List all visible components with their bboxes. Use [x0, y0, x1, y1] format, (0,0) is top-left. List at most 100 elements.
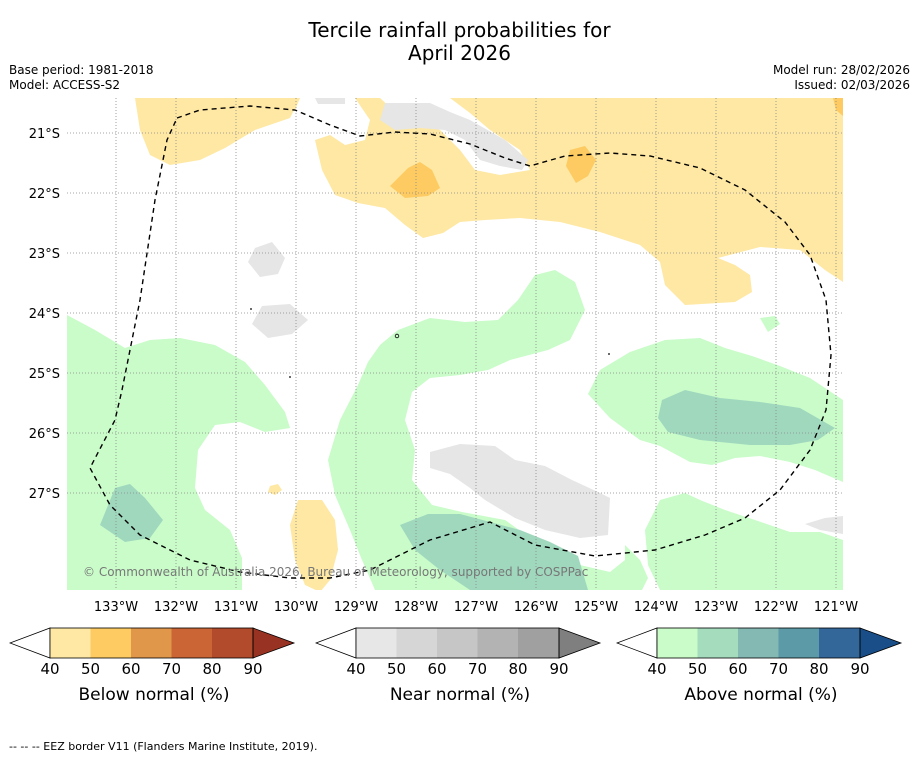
- lon-label-133: 133°W: [94, 600, 138, 615]
- lon-label-129: 129°W: [334, 600, 378, 615]
- gridlines: [67, 98, 843, 590]
- lon-label-126: 126°W: [514, 600, 558, 615]
- lon-label-123: 123°W: [694, 600, 738, 615]
- lat-label-21: 21°S: [29, 127, 60, 142]
- colorbar-above-swatch-40: [657, 628, 698, 658]
- lon-label-122: 122°W: [754, 600, 798, 615]
- below-normal-50-patch-c: [833, 98, 843, 116]
- copyright-text: © Commonwealth of Australia 2026, Bureau…: [83, 565, 588, 579]
- colorbar-above-normal: 40 50 60 70 80 90 Above normal (%): [616, 626, 916, 716]
- above-normal-40-small: [760, 316, 780, 332]
- eez-legend-note: -- -- -- EEZ border V11 (Flanders Marine…: [9, 740, 318, 753]
- colorbar-above-swatch-50: [697, 628, 738, 658]
- below-normal-40-patch-south: [290, 500, 338, 590]
- lat-label-24: 24°S: [29, 307, 60, 322]
- near-normal-40-south: [430, 444, 610, 538]
- lat-label-27: 27°S: [29, 487, 60, 502]
- lon-label-130: 130°W: [274, 600, 318, 615]
- colorbar-above-swatches: [616, 627, 903, 659]
- latitude-labels: 21°S 22°S 23°S 24°S 25°S 26°S 27°S: [29, 127, 60, 502]
- near-tick-50: 50: [386, 660, 407, 678]
- colorbar-near-swatch-60: [437, 628, 478, 658]
- islands: [250, 308, 610, 378]
- lat-label-25: 25°S: [29, 367, 60, 382]
- colorbar-above-outline: [656, 627, 861, 659]
- title-line-1: Tercile rainfall probabilities for: [308, 18, 611, 42]
- below-normal-40-patch-small: [268, 484, 282, 495]
- lon-label-132: 132°W: [154, 600, 198, 615]
- title-line-2: April 2026: [408, 41, 511, 65]
- colorbar-near-swatch-70: [477, 628, 518, 658]
- colorbar-above-swatch-70: [778, 628, 819, 658]
- island-1: [250, 308, 252, 310]
- colorbar-below-high-arrow: [252, 627, 296, 659]
- near-normal-40-east: [805, 516, 843, 534]
- above-tick-40: 40: [647, 660, 667, 678]
- lon-label-128: 128°W: [394, 600, 438, 615]
- lon-label-131: 131°W: [214, 600, 258, 615]
- model-name: Model: ACCESS-S2: [9, 78, 121, 92]
- below-normal-40-region: [135, 98, 843, 305]
- colorbar-below-outline: [49, 627, 254, 659]
- island-4: [608, 353, 610, 355]
- colorbar-below-swatch-70: [171, 628, 212, 658]
- below-tick-40: 40: [40, 660, 60, 678]
- colorbar-below-low-arrow: [9, 627, 51, 659]
- colorbar-below-normal: 40 50 60 70 80 90 Below normal (%): [9, 626, 309, 716]
- colorbar-near-swatch-50: [396, 628, 437, 658]
- above-normal-50-central: [400, 514, 588, 590]
- colorbar-below-swatch-40: [50, 628, 91, 658]
- colorbar-below-swatch-50: [90, 628, 131, 658]
- near-normal-40-strip: [315, 98, 345, 104]
- issued-date: Issued: 02/03/2026: [794, 78, 910, 92]
- eez-border: [89, 105, 832, 579]
- map-title: Tercile rainfall probabilities for April…: [0, 19, 919, 65]
- longitude-labels: 133°W 132°W 131°W 130°W 129°W 128°W 127°…: [94, 600, 858, 615]
- lat-label-26: 26°S: [29, 427, 60, 442]
- meta-right: Model run: 28/02/2026 Issued: 02/03/2026: [773, 63, 910, 93]
- island-2: [289, 376, 291, 378]
- above-normal-40-central: [328, 270, 648, 590]
- above-tick-70: 70: [768, 660, 789, 678]
- below-tick-50: 50: [80, 660, 101, 678]
- colorbar-above-label: Above normal (%): [684, 685, 838, 705]
- near-tick-80: 80: [508, 660, 528, 678]
- colorbar-near-swatch-40: [356, 628, 397, 658]
- colorbar-above-swatch-60: [738, 628, 779, 658]
- colorbar-near-label: Near normal (%): [389, 685, 531, 705]
- above-tick-90: 90: [850, 660, 870, 678]
- below-tick-60: 60: [121, 660, 141, 678]
- colorbar-above-high-arrow: [859, 627, 903, 659]
- colorbar-below-label: Below normal (%): [78, 685, 230, 705]
- map-canvas: © Commonwealth of Australia 2026, Bureau…: [29, 98, 858, 615]
- colorbar-near-swatch-80: [518, 628, 559, 658]
- base-period: Base period: 1981-2018: [9, 63, 154, 77]
- colorbar-below-swatches: [9, 627, 296, 659]
- below-normal-40-band: [170, 98, 300, 150]
- above-tick-60: 60: [728, 660, 748, 678]
- lon-label-121: 121°W: [814, 600, 858, 615]
- colorbar-near-outline: [355, 627, 560, 659]
- above-normal-40-southeast: [645, 493, 843, 590]
- colorbar-below-swatch-60: [131, 628, 172, 658]
- above-normal-50-east: [658, 390, 835, 445]
- colorbar-below-swatch-80: [212, 628, 253, 658]
- near-tick-40: 40: [346, 660, 366, 678]
- colorbar-above-swatch-80: [819, 628, 860, 658]
- colorbar-near-swatches: [315, 627, 602, 659]
- meta-left: Base period: 1981-2018 Model: ACCESS-S2: [9, 63, 154, 93]
- map-area: © Commonwealth of Australia 2026, Bureau…: [67, 98, 843, 590]
- lon-label-125: 125°W: [574, 600, 618, 615]
- near-normal-40-patch-2: [252, 304, 308, 338]
- colorbar-near-high-arrow: [558, 627, 602, 659]
- lat-label-22: 22°S: [29, 187, 60, 202]
- island-3: [394, 333, 400, 339]
- colorbar-above-low-arrow: [616, 627, 658, 659]
- lon-label-124: 124°W: [634, 600, 678, 615]
- near-normal-40-north: [380, 103, 528, 170]
- below-normal-50-patch-b: [566, 146, 596, 183]
- model-run: Model run: 28/02/2026: [772, 63, 910, 77]
- colorbar-above-ticks: 40 50 60 70 80 90: [616, 660, 916, 680]
- colorbar-near-low-arrow: [315, 627, 357, 659]
- near-tick-60: 60: [427, 660, 447, 678]
